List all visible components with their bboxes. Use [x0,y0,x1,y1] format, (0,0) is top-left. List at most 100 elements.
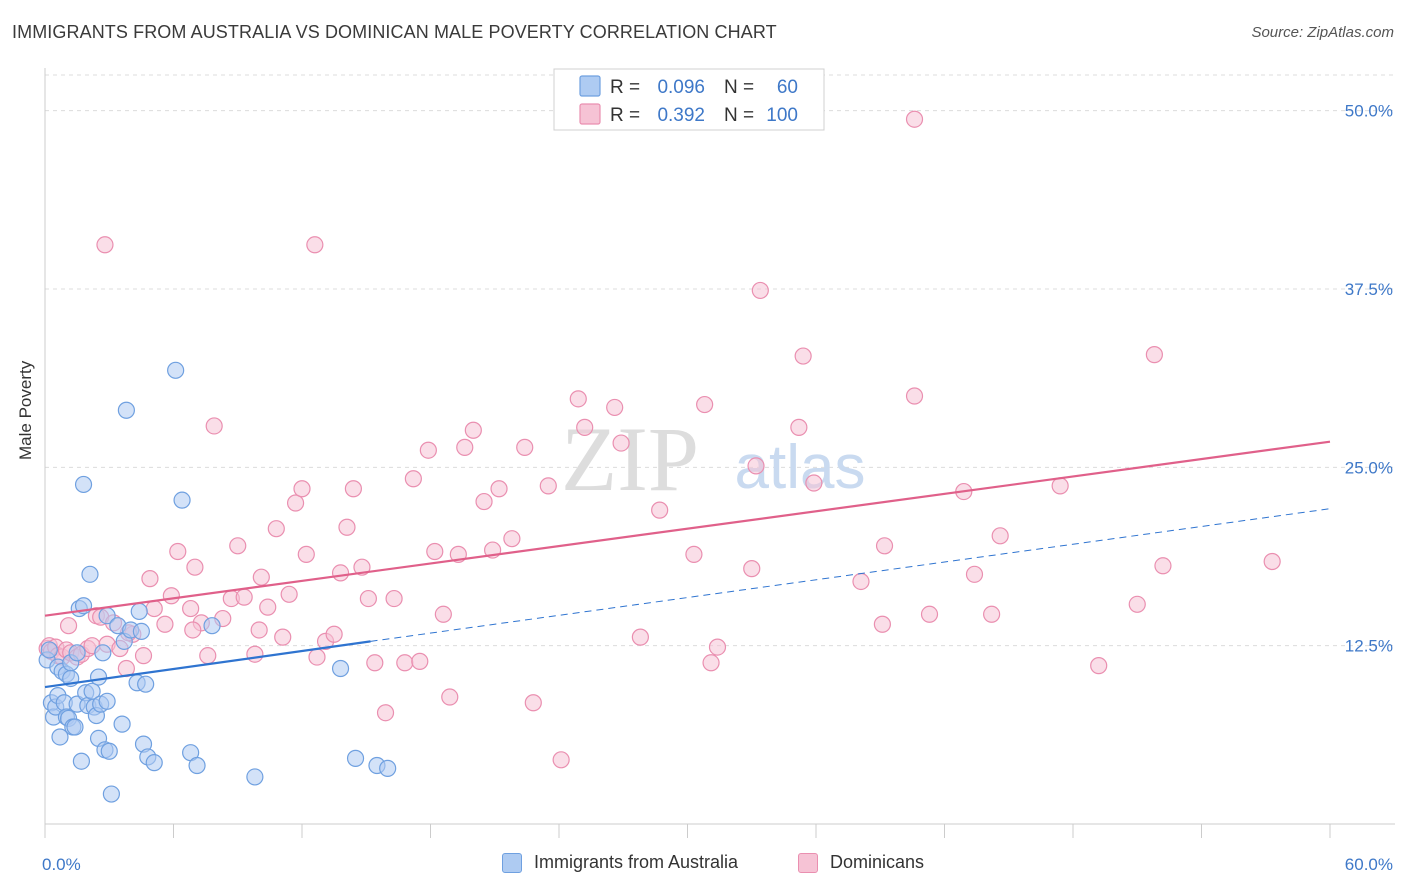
data-point-australia [246,768,264,786]
data-point-australia [94,644,112,662]
chart-source: Source: ZipAtlas.com [1251,24,1394,41]
data-point-dominicans [186,558,204,576]
data-point-australia [113,715,131,733]
data-point-australia [173,491,191,509]
data-point-australia [188,756,206,775]
data-point-australia [137,675,155,693]
tick-labels: 12.5% 25.0% 37.5% 50.0% 0.0% 60.0% [42,102,1393,874]
data-point-dominicans [805,474,823,492]
legend-label-australia: Immigrants from Australia [534,852,739,872]
data-point-dominicans [464,421,482,439]
data-point-dominicans [184,621,202,639]
data-point-dominicans [338,518,356,536]
data-point-australia [130,602,148,621]
legend-label-dominicans: Dominicans [830,852,925,872]
y-tick-label: 37.5% [1345,280,1393,299]
data-point-dominicans [1051,477,1069,495]
data-point-dominicans [145,599,163,618]
data-point-dominicans [280,585,298,603]
y-axis-label: Male Poverty [16,360,35,460]
data-point-dominicans [1263,552,1281,571]
data-point-dominicans [965,565,984,583]
data-point-dominicans [441,688,459,706]
data-point-dominicans [252,568,270,586]
data-point-dominicans [875,537,894,555]
data-point-australia [51,728,69,746]
data-point-australia [89,668,108,686]
legend-swatch [579,75,601,97]
data-point-dominicans [325,625,343,643]
data-point-dominicans [331,564,350,582]
x-tick-label-max: 60.0% [1345,855,1393,874]
data-point-dominicans [199,647,217,665]
data-point-australia [40,641,58,659]
data-point-dominicans [366,654,384,672]
data-point-dominicans [983,605,1001,623]
legend-top: R = 0.096 N = 60 R = 0.392 N = 100 [553,68,825,131]
legend-n-value: 60 [777,77,798,98]
data-point-dominicans [259,598,277,616]
bottom-legend: Immigrants from Australia Dominicans [0,852,1406,878]
data-point-dominicans [524,694,542,712]
legend-swatch-australia [502,852,522,873]
chart-title: IMMIGRANTS FROM AUSTRALIA VS DOMINICAN M… [12,22,777,42]
data-point-australia [100,742,118,760]
data-point-dominicans [612,434,630,452]
data-point-dominicans [182,599,200,618]
legend-item-australia[interactable]: Immigrants from Australia [502,852,738,873]
data-point-dominicans [134,647,153,665]
data-point-australia [81,565,99,583]
legend-item-dominicans[interactable]: Dominicans [798,852,924,873]
data-point-australia [72,752,91,770]
data-point-dominicans [1090,657,1108,675]
trend-lines [44,440,1331,689]
data-point-dominicans [905,387,924,405]
data-point-dominicans [297,545,315,563]
data-point-dominicans [156,615,174,633]
legend-r-label: R = [610,105,640,126]
data-point-dominicans [205,417,223,435]
trend-line-australia [44,640,371,689]
data-point-dominicans [685,545,703,563]
data-point-dominicans [751,281,769,300]
watermark: ZIP atlas [561,408,865,510]
data-point-dominicans [490,480,508,498]
data-point-dominicans [404,470,422,488]
data-point-dominicans [1154,557,1172,575]
data-point-dominicans [308,648,326,666]
data-point-dominicans [790,418,808,436]
data-point-dominicans [475,492,493,511]
data-point-dominicans [1128,595,1146,613]
legend-swatch [579,103,601,125]
data-point-dominicans [286,494,305,512]
data-point-dominicans [702,654,720,672]
data-point-dominicans [747,457,765,475]
legend-r-value: 0.392 [657,105,705,126]
axes [44,68,1395,838]
data-point-australia [331,659,350,678]
y-tick-label: 25.0% [1345,458,1393,477]
data-point-dominicans [293,480,311,498]
data-point-dominicans [503,530,521,548]
data-point-dominicans [419,441,437,459]
trend-line-dominicans [44,440,1331,617]
data-point-dominicans [631,628,649,646]
data-point-australia [346,749,365,767]
data-point-dominicans [456,438,474,456]
data-point-dominicans [426,542,444,561]
legend-swatch-dominicans [798,852,818,873]
legend-n-label: N = [724,77,754,98]
data-point-australia [117,401,135,419]
data-point-dominicans [385,589,403,608]
data-point-dominicans [569,390,587,408]
data-point-dominicans [852,572,870,591]
data-point-australia [66,718,84,736]
data-point-dominicans [59,617,78,635]
data-point-dominicans [344,480,362,498]
data-point-australia [68,644,86,662]
data-point-dominicans [162,587,180,605]
data-point-australia [167,361,185,379]
data-point-australia [132,622,150,641]
data-point-dominicans [552,751,570,769]
data-point-australia [379,759,397,777]
